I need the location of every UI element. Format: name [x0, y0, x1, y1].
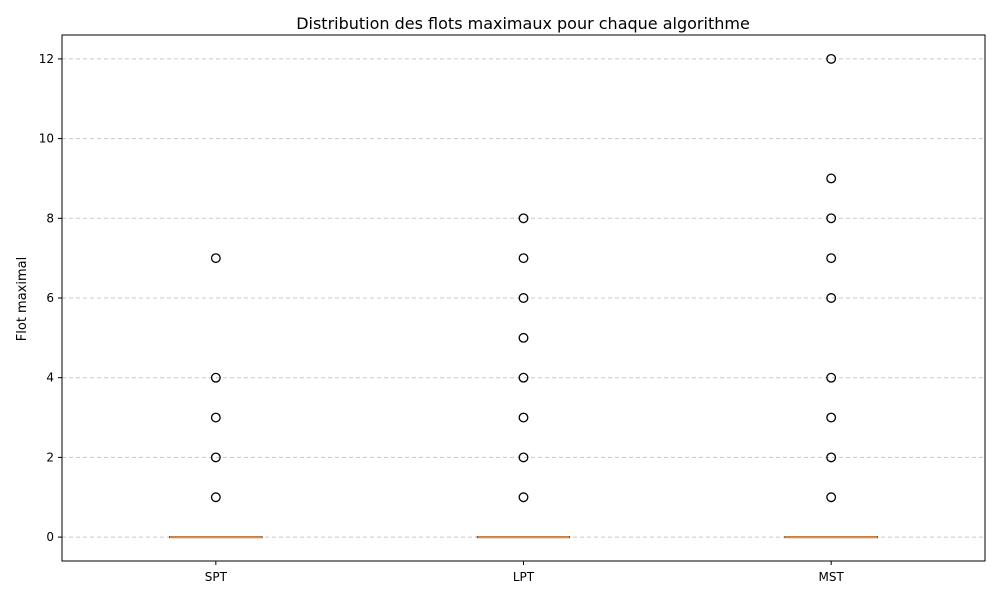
- plot-frame: [61, 34, 986, 562]
- outlier-point: [518, 412, 529, 423]
- box-lpt: [476, 213, 571, 539]
- outlier-point: [518, 332, 529, 343]
- outlier-point: [210, 492, 221, 503]
- outlier-point: [826, 253, 837, 264]
- outlier-point: [210, 253, 221, 264]
- outlier-point: [826, 213, 837, 224]
- box-spt: [169, 253, 263, 539]
- outlier-point: [826, 372, 837, 383]
- outlier-point: [518, 372, 529, 383]
- outlier-point: [518, 293, 529, 303]
- outlier-point: [518, 253, 529, 264]
- x-tick-label: MST: [819, 570, 845, 584]
- y-axis-label: Flot maximal: [15, 257, 30, 341]
- outlier-point: [518, 492, 529, 503]
- box-mst: [784, 53, 878, 539]
- y-tick-label: 2: [46, 450, 54, 464]
- axes: 0 2 4 6 8 10 12 SPT LPT MST: [39, 52, 845, 584]
- outlier-point: [210, 412, 221, 423]
- y-tick-label: 8: [46, 211, 54, 225]
- y-tick-label: 4: [46, 371, 54, 385]
- outlier-point: [826, 293, 837, 303]
- grid-lines: [62, 58, 985, 538]
- outlier-point: [826, 452, 837, 463]
- outlier-point: [826, 173, 837, 184]
- outlier-point: [826, 412, 837, 423]
- outlier-point: [210, 452, 221, 463]
- chart-title: Distribution des flots maximaux pour cha…: [296, 14, 750, 33]
- x-tick-label: LPT: [513, 570, 535, 584]
- outlier-point: [826, 492, 837, 503]
- y-tick-label: 10: [39, 132, 54, 146]
- box-plots: [169, 53, 878, 539]
- outlier-point: [210, 372, 221, 383]
- y-tick-label: 12: [39, 52, 54, 66]
- y-tick-label: 0: [46, 530, 54, 544]
- x-tick-label: SPT: [205, 570, 228, 584]
- y-tick-label: 6: [46, 291, 54, 305]
- outlier-point: [518, 452, 529, 463]
- outlier-point: [826, 53, 837, 64]
- outlier-point: [518, 213, 529, 224]
